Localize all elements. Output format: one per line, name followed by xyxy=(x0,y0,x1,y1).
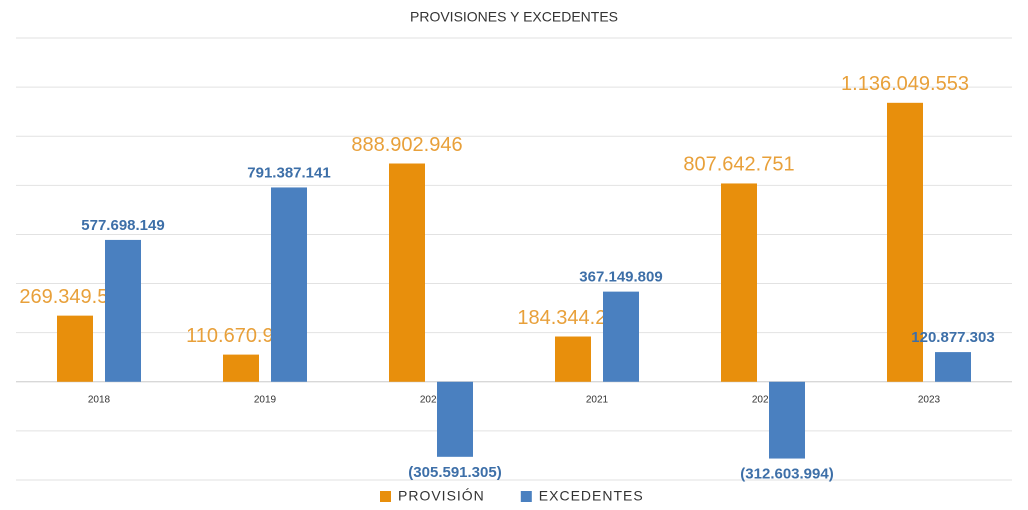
bar xyxy=(271,187,307,382)
data-label: (305.591.305) xyxy=(408,464,501,481)
data-label: 577.698.149 xyxy=(81,217,164,234)
x-tick-label: 2023 xyxy=(918,394,941,405)
data-label: (312.603.994) xyxy=(740,466,833,483)
data-label: 184.344.236 xyxy=(517,307,628,329)
bar xyxy=(555,336,591,382)
data-label: 367.149.809 xyxy=(579,269,662,286)
x-tick-label: 2018 xyxy=(88,394,111,405)
bar xyxy=(769,381,805,459)
legend-swatch xyxy=(520,491,532,502)
x-tick-label: 2021 xyxy=(586,394,609,405)
data-label: 110.670.933 xyxy=(186,325,296,347)
legend-label: EXCEDENTES xyxy=(539,488,644,504)
bar xyxy=(223,354,259,382)
legend-label: PROVISIÓN xyxy=(398,488,485,504)
data-label: 807.642.751 xyxy=(683,154,794,176)
bar xyxy=(389,163,425,382)
data-label: 269.349.523 xyxy=(19,286,130,308)
data-label: 888.902.946 xyxy=(351,134,462,156)
bar xyxy=(603,291,639,382)
legend-swatch xyxy=(380,491,391,502)
data-label: 120.877.303 xyxy=(911,329,994,346)
bar xyxy=(105,239,141,382)
x-tick-label: 2019 xyxy=(254,394,277,405)
data-label: 1.136.049.553 xyxy=(841,73,969,95)
bar xyxy=(935,352,971,382)
bar xyxy=(721,183,757,382)
bar xyxy=(437,381,473,457)
data-label: 791.387.141 xyxy=(247,164,330,181)
bar xyxy=(57,315,93,382)
chart-title: PROVISIONES Y EXCEDENTES xyxy=(410,9,618,25)
x-tick-label: 2022 xyxy=(752,394,775,405)
x-tick-label: 2020 xyxy=(420,394,443,405)
bar xyxy=(887,102,923,382)
